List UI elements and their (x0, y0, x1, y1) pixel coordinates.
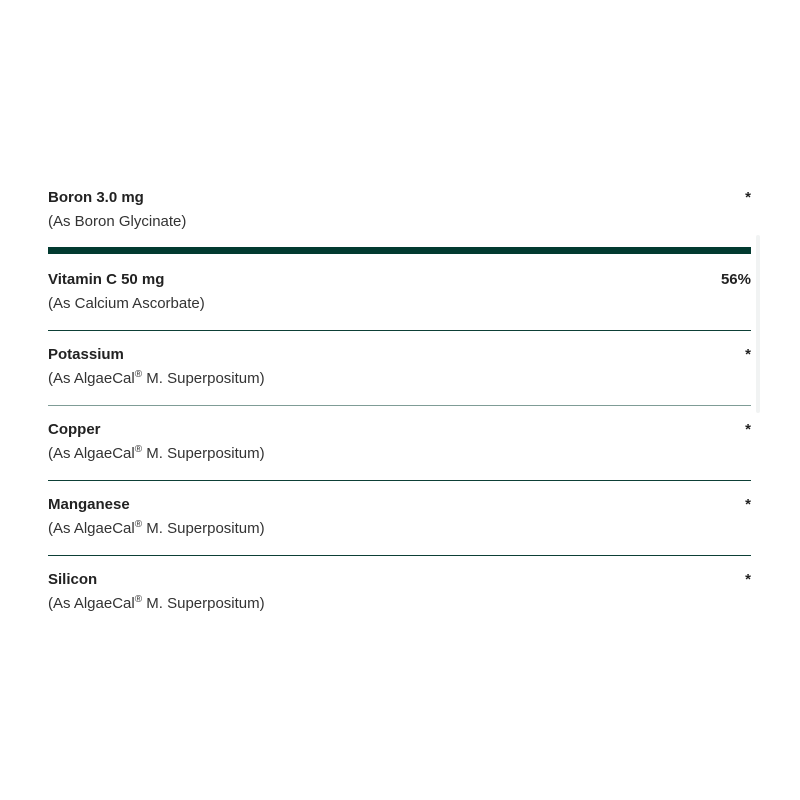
nutrient-source: (As AlgaeCal® M. Superpositum) (48, 519, 265, 538)
nutrient-name: Manganese (48, 496, 130, 513)
daily-value: * (745, 571, 751, 588)
nutrient-name: Copper (48, 421, 101, 438)
row-divider (48, 480, 751, 481)
daily-value: * (745, 421, 751, 438)
daily-value: 56% (720, 271, 751, 288)
nutrient-source: (As AlgaeCal® M. Superpositum) (48, 369, 265, 388)
nutrient-name: Boron 3.0 mg (48, 189, 144, 206)
scrollbar[interactable] (756, 235, 760, 413)
nutrient-source: (As Boron Glycinate) (48, 213, 187, 230)
daily-value: * (745, 189, 751, 206)
row-divider (48, 555, 751, 556)
section-divider (48, 247, 751, 254)
nutrient-source: (As Calcium Ascorbate) (48, 295, 205, 312)
daily-value: * (745, 346, 751, 363)
row-divider (48, 330, 751, 331)
nutrient-name: Vitamin C 50 mg (48, 271, 165, 288)
nutrient-name: Silicon (48, 571, 98, 588)
row-divider (48, 405, 751, 406)
daily-value: * (745, 496, 751, 513)
nutrient-source: (As AlgaeCal® M. Superpositum) (48, 444, 265, 463)
nutrient-source: (As AlgaeCal® M. Superpositum) (48, 594, 265, 613)
nutrient-name: Potassium (48, 346, 124, 363)
